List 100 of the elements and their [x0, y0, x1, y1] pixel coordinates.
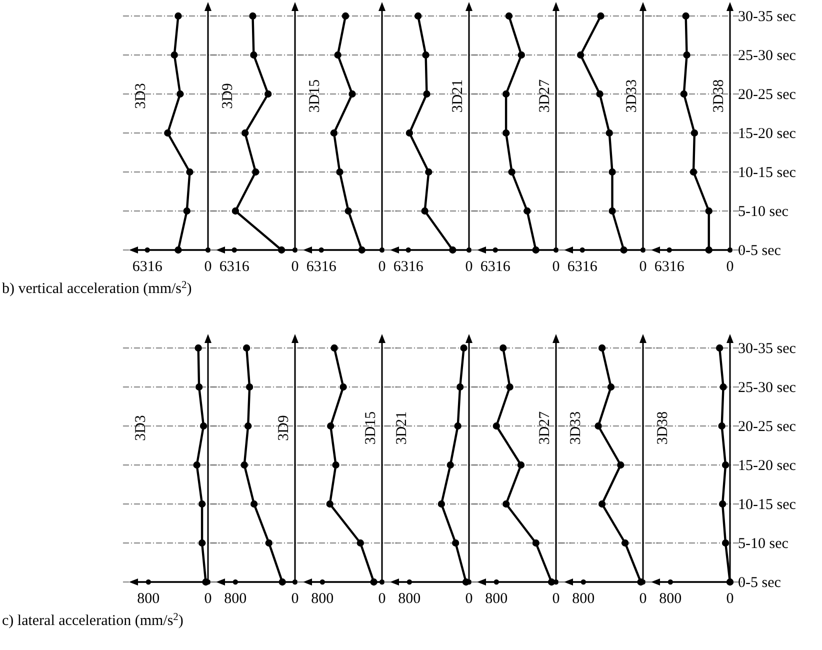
point: [508, 168, 516, 176]
text: 3D3: [133, 83, 149, 109]
point: [244, 422, 252, 430]
text: 3D38: [655, 411, 671, 445]
text: 3D21: [450, 79, 466, 113]
point: [183, 207, 190, 215]
x-tick-label: 800: [485, 591, 508, 607]
point: [532, 539, 540, 547]
point: [425, 168, 432, 176]
point: [596, 90, 604, 98]
text: 3D21: [394, 411, 410, 445]
point: [194, 344, 202, 352]
point: [164, 129, 172, 137]
point: [198, 539, 206, 547]
point: [326, 500, 334, 508]
point: [174, 12, 182, 20]
text: 3D9: [220, 83, 236, 109]
text: c) lateral acceleration (mm/s$^{2}$): [2, 612, 184, 629]
x-tick-label: 6316: [132, 259, 163, 275]
point: [502, 500, 510, 508]
text: 3D9: [276, 415, 292, 441]
point: [198, 500, 206, 508]
point: [518, 51, 526, 59]
x-tick-label: 800: [224, 591, 247, 607]
x-tick-label: 800: [398, 591, 421, 607]
point: [705, 246, 712, 254]
point: [344, 207, 352, 215]
y-tick-label: 0-5 sec: [738, 575, 782, 591]
text: 3D3: [133, 415, 149, 441]
point: [232, 207, 240, 215]
y-tick-label: 20-25 sec: [738, 87, 796, 103]
point: [532, 246, 540, 254]
point: [505, 12, 513, 20]
point: [406, 129, 414, 137]
point: [370, 578, 378, 586]
text: 3D27: [537, 78, 553, 113]
y-tick-label: 5-10 sec: [738, 536, 789, 552]
x-tick-label: 0: [465, 591, 473, 607]
point: [690, 129, 698, 137]
point: [608, 207, 616, 215]
x-tick-label: 0: [204, 591, 212, 607]
text: 3D33: [624, 79, 640, 113]
point: [452, 539, 460, 547]
point: [492, 422, 500, 430]
point: [348, 90, 356, 98]
point: [622, 539, 629, 547]
point: [598, 500, 606, 508]
point: [264, 90, 272, 98]
point: [174, 246, 182, 254]
point: [598, 344, 606, 352]
y-tick-label: 15-20 sec: [738, 458, 796, 474]
point: [241, 129, 249, 137]
point: [606, 129, 613, 137]
point: [548, 578, 556, 586]
x-tick-label: 0: [378, 259, 386, 275]
x-tick-label: 0: [291, 591, 299, 607]
point: [446, 461, 454, 469]
point: [460, 344, 468, 352]
x-tick-label: 6316: [219, 259, 250, 275]
point: [278, 578, 286, 586]
point: [683, 51, 690, 59]
point: [597, 12, 604, 20]
x-tick-label: 800: [311, 591, 334, 607]
point: [340, 383, 347, 391]
y-tick-label: 5-10 sec: [738, 204, 789, 220]
point: [176, 90, 184, 98]
point: [246, 383, 254, 391]
point: [682, 12, 690, 20]
point: [680, 90, 688, 98]
point: [327, 422, 334, 430]
point: [637, 578, 644, 586]
x-tick-label: 0: [639, 591, 647, 607]
x-tick-label: 0: [378, 591, 386, 607]
x-tick-label: 0: [726, 259, 734, 275]
y-tick-label: 10-15 sec: [738, 165, 796, 181]
point: [358, 246, 366, 254]
text: b) vertical acceleration (mm/s$^{2}$): [2, 280, 192, 297]
point: [690, 168, 698, 176]
x-tick-label: 0: [291, 259, 299, 275]
point: [517, 461, 525, 469]
point: [250, 500, 258, 508]
point: [449, 246, 456, 254]
y-tick-label: 20-25 sec: [738, 419, 796, 435]
point: [240, 461, 248, 469]
point: [438, 500, 446, 508]
point: [252, 168, 260, 176]
x-tick-label: 6316: [393, 259, 424, 275]
point: [334, 51, 342, 59]
text: 3D15: [363, 411, 379, 445]
point: [594, 422, 602, 430]
y-tick-label: 25-30 sec: [738, 380, 796, 396]
point: [421, 207, 428, 215]
point: [524, 207, 531, 215]
x-tick-label: 0: [552, 259, 560, 275]
x-tick-label: 800: [659, 591, 682, 607]
x-tick-label: 6316: [480, 259, 511, 275]
x-tick-label: 800: [572, 591, 595, 607]
x-tick-label: 800: [137, 591, 160, 607]
point: [576, 51, 584, 59]
text: 3D33: [568, 411, 584, 445]
